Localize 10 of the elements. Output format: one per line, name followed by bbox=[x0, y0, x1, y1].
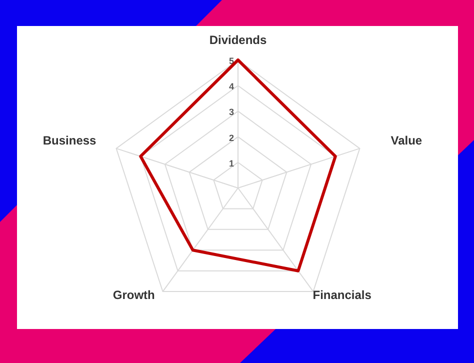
y-tick-label: 5 bbox=[228, 56, 234, 66]
spoke-label: Financials bbox=[312, 288, 372, 302]
y-tick-label: 4 bbox=[228, 82, 234, 92]
spoke-label: Business bbox=[42, 133, 97, 148]
y-tick-label: 1 bbox=[228, 158, 234, 168]
spoke-label: Dividends bbox=[209, 33, 267, 47]
spoke-label: Growth bbox=[112, 288, 155, 302]
y-tick-label: 3 bbox=[228, 107, 234, 118]
spoke-label: Value bbox=[390, 133, 422, 148]
y-tick-label: 2 bbox=[228, 132, 234, 143]
